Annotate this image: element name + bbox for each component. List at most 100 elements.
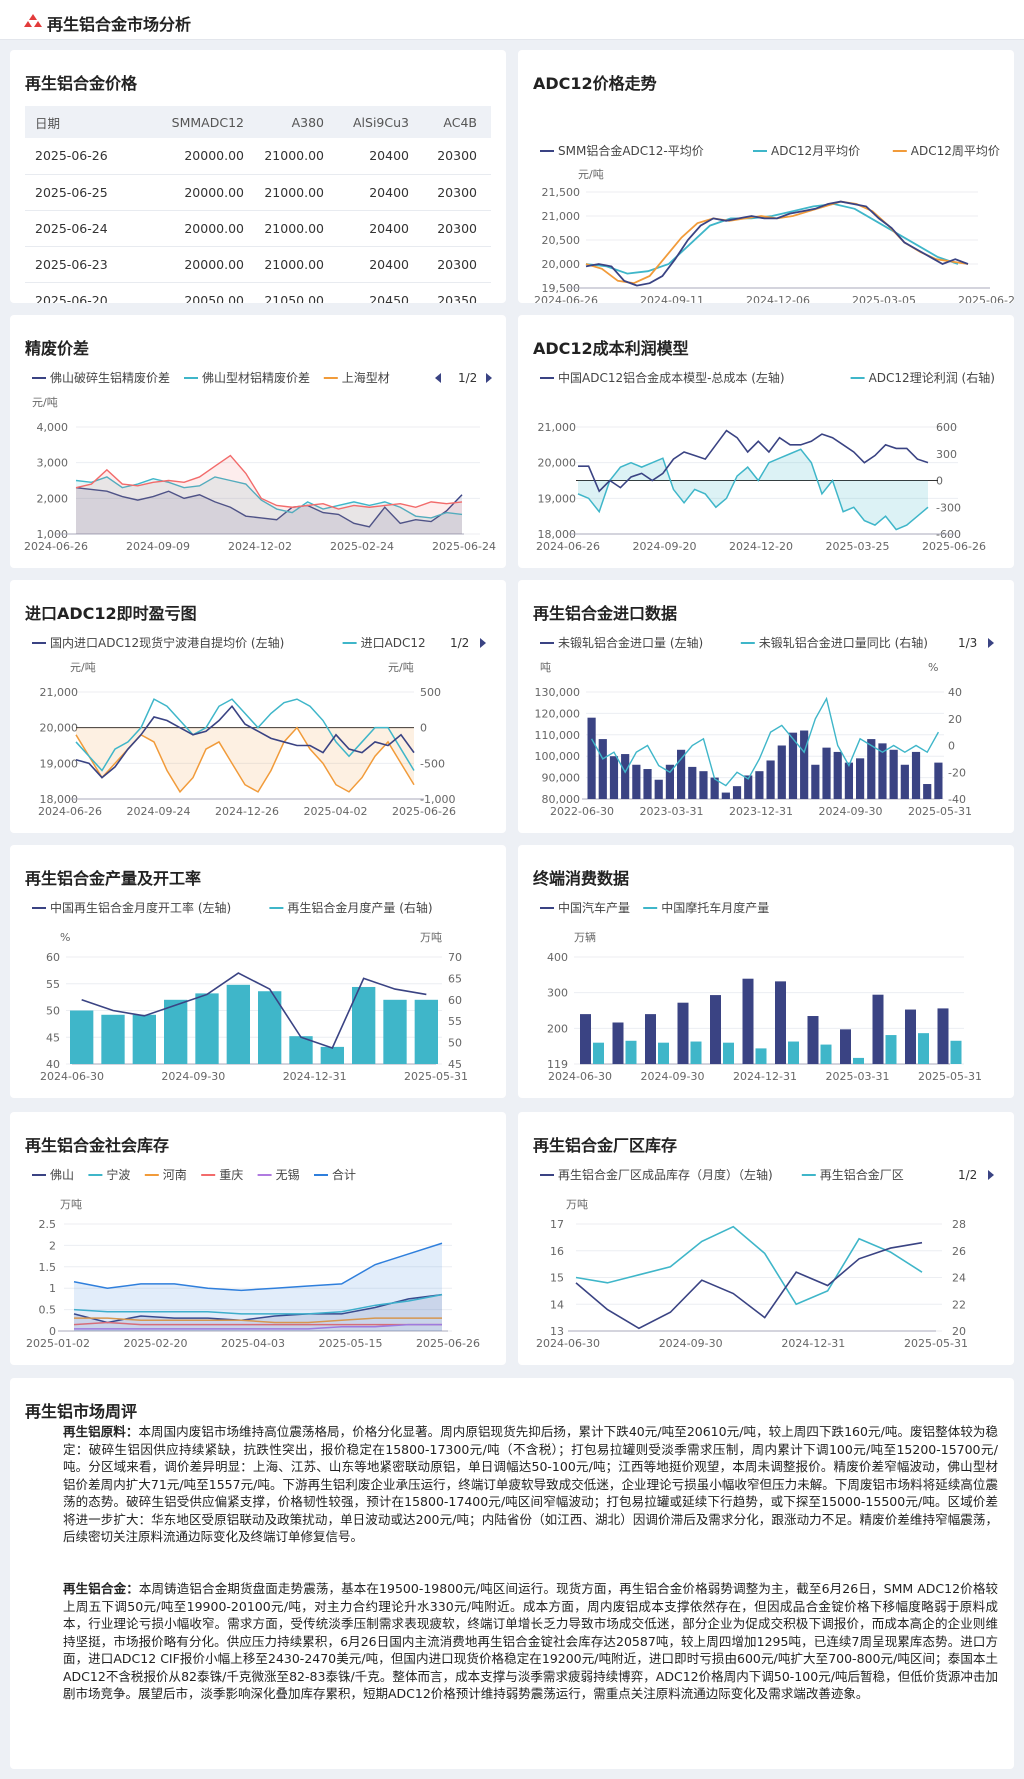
y2-tick-label: 65: [448, 972, 462, 985]
paragraph-text: 本周铸造铝合金期货盘面走势震荡，基本在19500-19800元/吨区间运行。现货…: [63, 1581, 998, 1701]
x-tick-label: 2025-02-24: [330, 540, 394, 553]
bar: [755, 771, 764, 799]
legend-item[interactable]: 佛山型材铝精废价差: [202, 370, 310, 385]
bar: [811, 764, 820, 799]
table-header[interactable]: 日期: [25, 106, 147, 138]
bar: [889, 749, 898, 799]
bar: [70, 1010, 94, 1064]
legend-item[interactable]: 中国汽车产量: [558, 900, 630, 915]
legend-item[interactable]: ADC12理论利润 (右轴): [869, 370, 995, 385]
y-tick-label: 300: [547, 987, 568, 1000]
legend-item[interactable]: ADC12月平均价: [771, 144, 860, 158]
legend-item[interactable]: 未锻轧铝合金进口量 (左轴): [558, 635, 703, 650]
bar: [721, 792, 730, 799]
series-line-1: [75, 705, 415, 779]
yoy-line: [590, 696, 940, 787]
legend-item[interactable]: 国内进口ADC12现货宁波港自提均价 (左轴): [50, 635, 284, 650]
bar-auto: [645, 1014, 656, 1064]
bar: [643, 769, 652, 799]
next-page-icon[interactable]: [486, 373, 492, 383]
table-header[interactable]: AlSi9Cu3: [330, 106, 415, 138]
legend-item[interactable]: 进口ADC12: [361, 636, 426, 650]
bar: [732, 786, 742, 799]
legend-item[interactable]: 再生铝合金厂区: [820, 1167, 904, 1182]
cost-profit-title: ADC12成本利润模型: [533, 339, 689, 358]
y2-tick-label: 20: [952, 1325, 966, 1338]
legend-item[interactable]: 合计: [332, 1167, 356, 1182]
next-page-icon[interactable]: [988, 1170, 994, 1180]
x-tick-label: 2025-06-26: [392, 805, 456, 818]
y-tick-label: 1,000: [37, 528, 69, 541]
legend-item[interactable]: SMM铝合金ADC12-平均价: [558, 143, 704, 158]
y-tick-label: 17: [550, 1218, 564, 1231]
legend-pager: 1/3: [958, 636, 977, 650]
legend-item[interactable]: 佛山破碎生铝精废价差: [50, 370, 170, 385]
table-row[interactable]: 2025-06-26 20000.00 21000.00 20400 20300: [25, 138, 491, 175]
legend-item[interactable]: 河南: [163, 1167, 187, 1182]
bar: [878, 743, 887, 799]
legend-item[interactable]: 上海型材: [342, 370, 390, 385]
bar-motorcycle: [853, 1057, 864, 1064]
table-row[interactable]: 2025-06-24 20000.00 21000.00 20400 20300: [25, 210, 491, 247]
y-unit-label: 万吨: [566, 1198, 588, 1211]
legend-item[interactable]: 佛山: [50, 1168, 74, 1182]
legend-item[interactable]: 中国再生铝合金月度开工率 (左轴): [50, 900, 231, 915]
y-unit-label: 万吨: [420, 931, 442, 944]
y-tick-label: 13: [550, 1325, 564, 1338]
prev-page-icon[interactable]: [435, 373, 441, 383]
bar: [766, 760, 775, 799]
table-row[interactable]: 2025-06-25 20000.00 21000.00 20400 20300: [25, 174, 491, 211]
import-data-card: 再生铝合金进口数据 未锻轧铝合金进口量 (左轴) 未锻轧铝合金进口量同比 (右轴)…: [518, 580, 1014, 833]
legend-item[interactable]: 重庆: [219, 1168, 243, 1182]
next-page-icon[interactable]: [480, 638, 486, 648]
adc12-trend-title: ADC12价格走势: [533, 74, 657, 93]
x-tick-label: 2022-06-30: [550, 805, 614, 818]
y2-tick-label: 50: [448, 1037, 462, 1050]
table-cell: 20450: [330, 282, 415, 303]
bar: [923, 784, 932, 799]
table-header[interactable]: SMMADC12: [147, 106, 248, 138]
legend-clip: [938, 630, 1014, 654]
bar: [833, 751, 842, 799]
y-tick-label: 21,500: [542, 186, 581, 199]
series-line: [75, 486, 463, 528]
x-tick-label: 2025-04-03: [221, 1337, 285, 1350]
series-line: [74, 1317, 442, 1324]
table-header[interactable]: A380: [248, 106, 330, 138]
legend-item[interactable]: 再生铝合金月度产量 (右轴): [287, 900, 432, 915]
table-row[interactable]: 2025-06-23 20000.00 21000.00 20400 20300: [25, 246, 491, 283]
table-header[interactable]: AC4B: [415, 106, 491, 138]
weekly-paragraph-1: 再生铝原料：本周国内废铝市场维持高位震荡格局，价格分化显著。周内原铝现货先抑后扬…: [63, 1423, 998, 1546]
bar: [587, 717, 596, 799]
scrap-spread-chart: 佛山破碎生铝精废价差 佛山型材铝精废价差 上海型材 1/2 元/吨 4,000 3,000 2…: [24, 365, 496, 553]
legend-item[interactable]: 未锻轧铝合金进口量同比 (右轴): [759, 635, 928, 650]
y-tick-label: 18,000: [40, 793, 79, 806]
series-line: [73, 1293, 443, 1315]
bar-auto: [775, 981, 786, 1064]
top-bar: 再生铝合金市场分析: [0, 0, 1024, 40]
legend-item[interactable]: 再生铝合金厂区成品库存（月度）（左轴): [558, 1167, 773, 1182]
y-tick-label: 119: [547, 1058, 568, 1071]
legend-item[interactable]: 中国ADC12铝合金成本模型-总成本 (左轴): [558, 370, 785, 385]
x-tick-label: 2025-05-31: [404, 1070, 468, 1083]
y-tick-label: 20,000: [538, 457, 577, 470]
next-page-icon[interactable]: [988, 638, 994, 648]
bar: [800, 730, 809, 799]
x-tick-label: 2024-12-06: [746, 294, 810, 303]
series-line-2: [75, 698, 415, 772]
legend-item[interactable]: 无锡: [276, 1167, 300, 1182]
legend-item[interactable]: ADC12周平均价: [911, 144, 1000, 158]
y-unit-label: %: [928, 661, 938, 674]
y-tick-label: 0.5: [39, 1304, 57, 1317]
import-pnl-chart: 国内进口ADC12现货宁波港自提均价 (左轴) 进口ADC12 1/2 元/吨 元/吨 2…: [32, 630, 506, 818]
y2-tick-label: 45: [448, 1058, 462, 1071]
bar-auto: [580, 1014, 591, 1064]
legend-item[interactable]: 中国摩托车月度产量: [661, 900, 769, 915]
legend-item[interactable]: 宁波: [106, 1167, 130, 1182]
table-row[interactable]: 2025-06-20 20050.00 21050.00 20450 20350: [25, 282, 491, 303]
y-tick-label: 45: [46, 1031, 60, 1044]
series-line: [73, 1321, 442, 1326]
series-area: [76, 476, 462, 534]
